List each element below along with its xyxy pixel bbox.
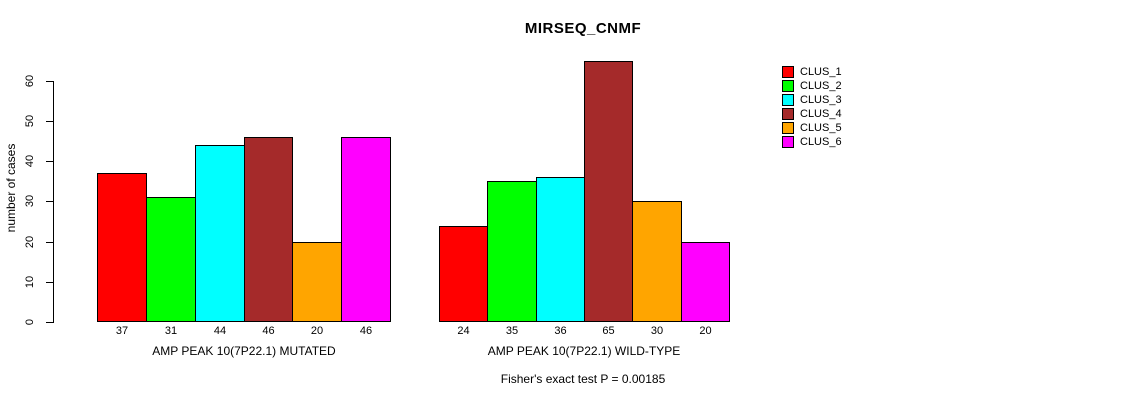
y-axis-label: number of cases — [4, 143, 18, 233]
bar-clus_3-group2 — [536, 177, 585, 322]
bar-value-label: 65 — [602, 325, 615, 337]
group-label: AMP PEAK 10(7P22.1) MUTATED — [152, 344, 336, 358]
y-tick-label: 40 — [24, 154, 36, 168]
y-tick-label: 50 — [24, 114, 36, 128]
bar-clus_1-group1 — [97, 173, 147, 322]
legend-label: CLUS_3 — [800, 94, 842, 106]
bar-value-label: 20 — [699, 325, 712, 337]
bar-value-label: 44 — [213, 325, 227, 337]
legend-label: CLUS_6 — [800, 136, 842, 148]
bar-value-label: 36 — [554, 325, 567, 337]
bar-clus_6-group2 — [681, 242, 730, 322]
legend-item-clus_2: CLUS_2 — [782, 79, 842, 93]
y-tick — [46, 282, 54, 283]
legend-item-clus_3: CLUS_3 — [782, 93, 842, 107]
bar-value-label: 35 — [505, 325, 519, 337]
bar-clus_2-group2 — [487, 181, 537, 322]
legend-item-clus_6: CLUS_6 — [782, 135, 842, 149]
bar-clus_1-group2 — [439, 226, 488, 322]
legend-swatch — [782, 80, 794, 92]
bar-value-label: 46 — [262, 325, 275, 337]
bar-clus_6-group1 — [341, 137, 391, 322]
y-tick-label: 30 — [24, 194, 36, 208]
legend-label: CLUS_4 — [800, 108, 842, 120]
bar-value-label: 31 — [164, 325, 178, 337]
legend: CLUS_1 CLUS_2 CLUS_3 CLUS_4 CLUS_5 CLUS_6 — [782, 65, 842, 149]
y-axis-line — [53, 81, 54, 323]
chart-title: MIRSEQ_CNMF — [524, 20, 642, 37]
y-tick-label: 0 — [24, 318, 36, 326]
legend-item-clus_1: CLUS_1 — [782, 65, 842, 79]
y-tick — [46, 242, 54, 243]
bar-clus_3-group1 — [195, 145, 245, 322]
bar-clus_4-group2 — [584, 61, 633, 322]
legend-swatch — [782, 136, 794, 148]
legend-label: CLUS_1 — [800, 66, 842, 78]
bar-clus_5-group1 — [292, 242, 342, 322]
legend-item-clus_5: CLUS_5 — [782, 121, 842, 135]
bar-value-label: 24 — [457, 325, 470, 337]
bar-value-label: 37 — [115, 325, 129, 337]
bar-clus_2-group1 — [146, 197, 196, 322]
legend-label: CLUS_5 — [800, 122, 842, 134]
legend-swatch — [782, 122, 794, 134]
legend-swatch — [782, 108, 794, 120]
y-tick — [46, 161, 54, 162]
bar-value-label: 30 — [650, 325, 664, 337]
group-label: AMP PEAK 10(7P22.1) WILD-TYPE — [487, 344, 681, 358]
bar-clus_4-group1 — [244, 137, 293, 322]
legend-item-clus_4: CLUS_4 — [782, 107, 842, 121]
y-tick — [46, 121, 54, 122]
bar-clus_5-group2 — [632, 201, 682, 322]
fisher-test-annotation: Fisher's exact test P = 0.00185 — [500, 372, 666, 386]
y-tick-label: 60 — [24, 74, 36, 88]
y-tick — [46, 81, 54, 82]
y-tick-label: 20 — [24, 235, 36, 249]
bar-value-label: 20 — [310, 325, 324, 337]
y-tick-label: 10 — [24, 275, 36, 289]
y-tick — [46, 201, 54, 202]
bar-value-label: 46 — [359, 325, 373, 337]
y-tick — [46, 322, 54, 323]
legend-label: CLUS_2 — [800, 80, 842, 92]
legend-swatch — [782, 94, 794, 106]
legend-swatch — [782, 66, 794, 78]
